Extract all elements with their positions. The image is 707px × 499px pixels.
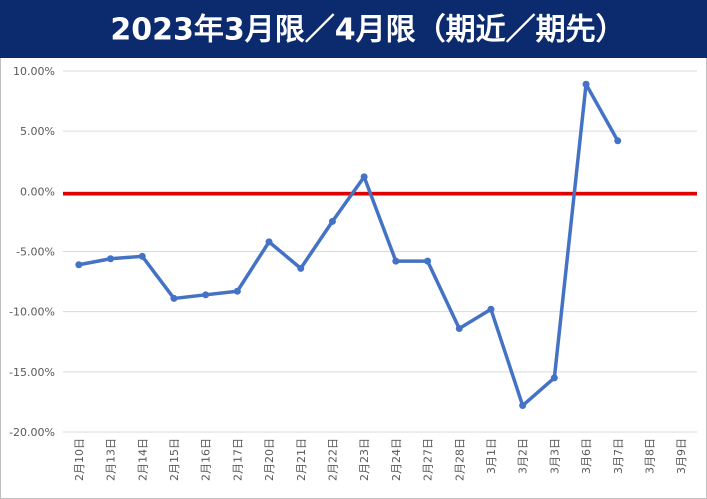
y-tick-label: -5.00% <box>16 246 55 259</box>
x-tick-label: 2月27日 <box>422 438 435 481</box>
data-point <box>614 137 622 145</box>
x-tick-label: 2月23日 <box>358 438 371 481</box>
data-point <box>265 238 273 246</box>
title-bar <box>0 0 707 58</box>
data-point <box>424 257 432 265</box>
x-tick-label: 2月13日 <box>105 438 118 481</box>
data-point <box>360 173 368 181</box>
data-point <box>170 294 178 302</box>
x-tick-label: 2月17日 <box>231 438 244 481</box>
data-point <box>582 80 590 88</box>
x-tick-label: 2月10日 <box>73 438 86 481</box>
y-tick-label: 10.00% <box>13 65 55 78</box>
x-tick-label: 3月7日 <box>612 438 625 474</box>
x-tick-label: 2月16日 <box>200 438 213 481</box>
x-tick-label: 3月3日 <box>548 438 561 474</box>
chart-title: 2023年3月限／4月限（期近／期先） <box>110 13 625 48</box>
data-point <box>202 291 210 299</box>
data-point <box>455 325 463 333</box>
x-tick-label: 2月28日 <box>453 438 466 481</box>
data-point <box>487 305 495 313</box>
data-line <box>78 82 620 408</box>
x-tick-label: 3月2日 <box>517 438 530 474</box>
x-tick-label: 2月20日 <box>263 438 276 481</box>
data-point <box>107 255 115 263</box>
data-point <box>75 261 83 269</box>
y-tick-label: -20.00% <box>9 426 55 439</box>
x-tick-label: 3月9日 <box>675 438 688 474</box>
x-tick-label: 2月15日 <box>168 438 181 481</box>
y-tick-label: -15.00% <box>9 366 55 379</box>
data-point <box>550 374 558 382</box>
x-tick-label: 3月6日 <box>580 438 593 474</box>
data-point <box>297 264 305 272</box>
x-tick-label: 2月14日 <box>136 438 149 481</box>
y-tick-label: 5.00% <box>20 125 55 138</box>
y-tick-label: -10.00% <box>9 306 55 319</box>
data-point <box>328 217 336 225</box>
x-tick-label: 3月1日 <box>485 438 498 474</box>
x-tick-label: 2月21日 <box>295 438 308 481</box>
x-tick-label: 3月8日 <box>643 438 656 474</box>
data-point <box>138 252 146 260</box>
data-point <box>519 402 527 410</box>
x-tick-label: 2月24日 <box>390 438 403 481</box>
x-tick-label: 2月22日 <box>326 438 339 481</box>
y-tick-label: 0.00% <box>20 185 55 198</box>
data-point <box>233 287 241 295</box>
data-point <box>392 257 400 265</box>
